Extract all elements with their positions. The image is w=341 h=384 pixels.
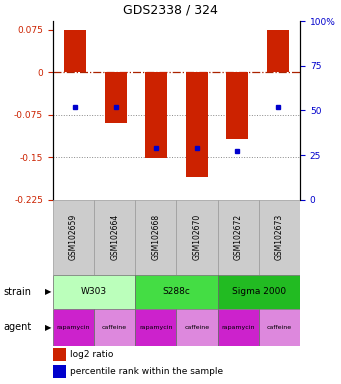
Bar [177, 309, 218, 346]
Bar [186, 72, 208, 177]
Bar [259, 200, 300, 275]
Text: GDS2338 / 324: GDS2338 / 324 [123, 3, 218, 16]
Bar [53, 348, 66, 361]
Text: rapamycin: rapamycin [57, 325, 90, 330]
Bar [135, 275, 218, 309]
Text: GSM102673: GSM102673 [275, 214, 284, 260]
Text: log2 ratio: log2 ratio [70, 350, 114, 359]
Bar [94, 309, 135, 346]
Bar [177, 200, 218, 275]
Text: rapamycin: rapamycin [139, 325, 173, 330]
Bar [53, 200, 94, 275]
Bar [145, 72, 167, 158]
Bar [226, 72, 248, 139]
Bar [64, 30, 86, 72]
Text: GSM102659: GSM102659 [69, 214, 78, 260]
Text: agent: agent [3, 322, 32, 333]
Bar [267, 30, 289, 72]
Bar [218, 275, 300, 309]
Bar [53, 275, 135, 309]
Text: caffeine: caffeine [267, 325, 292, 330]
Bar [218, 309, 259, 346]
Bar [53, 365, 66, 379]
Text: GSM102670: GSM102670 [193, 214, 202, 260]
Text: rapamycin: rapamycin [222, 325, 255, 330]
Text: GSM102668: GSM102668 [151, 214, 160, 260]
Bar [94, 200, 135, 275]
Bar [53, 309, 94, 346]
Text: Sigma 2000: Sigma 2000 [232, 287, 286, 296]
Bar [105, 72, 127, 123]
Text: percentile rank within the sample: percentile rank within the sample [70, 367, 223, 376]
Text: GSM102672: GSM102672 [234, 214, 243, 260]
Text: caffeine: caffeine [102, 325, 127, 330]
Bar [135, 309, 177, 346]
Text: GSM102664: GSM102664 [110, 214, 119, 260]
Bar [259, 309, 300, 346]
Text: S288c: S288c [163, 287, 190, 296]
Text: ▶: ▶ [45, 287, 51, 296]
Bar [135, 200, 177, 275]
Bar [218, 200, 259, 275]
Text: caffeine: caffeine [184, 325, 210, 330]
Text: ▶: ▶ [45, 323, 51, 332]
Text: strain: strain [3, 287, 31, 297]
Text: W303: W303 [81, 287, 107, 296]
